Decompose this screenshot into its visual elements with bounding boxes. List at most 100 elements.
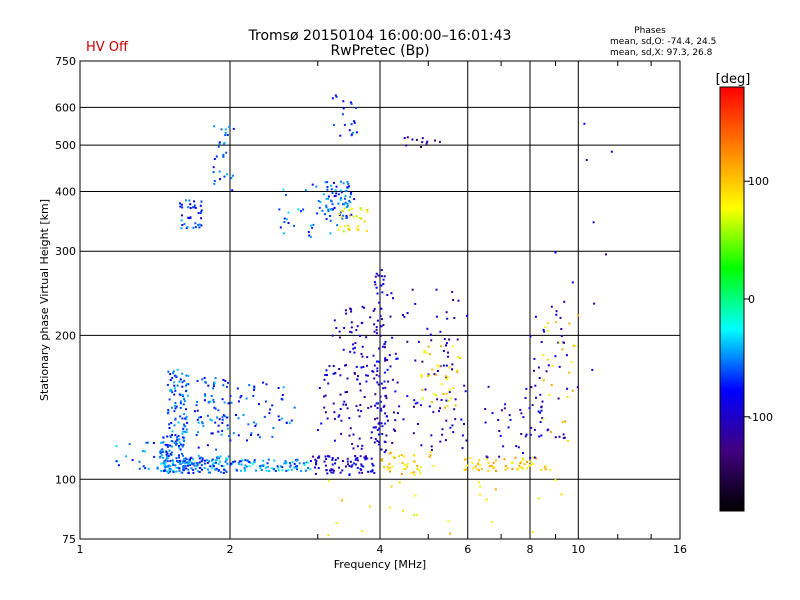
data-point (520, 412, 523, 415)
data-point (147, 467, 150, 470)
data-point (214, 377, 217, 380)
data-point (170, 421, 173, 424)
data-point (282, 188, 285, 191)
data-point (325, 469, 328, 471)
data-point (297, 208, 300, 211)
data-point (487, 461, 490, 464)
data-point (373, 441, 376, 444)
data-point (314, 458, 317, 461)
data-point (370, 405, 373, 408)
data-point (215, 448, 218, 451)
data-point (171, 433, 173, 436)
data-point (168, 467, 171, 470)
data-point (490, 464, 493, 467)
data-point (183, 379, 186, 382)
data-point (542, 379, 545, 382)
data-point (213, 382, 216, 385)
data-point (411, 288, 414, 291)
data-point (356, 378, 359, 381)
data-point (224, 132, 227, 134)
data-point (179, 402, 182, 405)
data-point (249, 461, 252, 464)
data-point (377, 383, 380, 386)
data-point (380, 448, 383, 451)
data-point (178, 454, 180, 457)
data-point (287, 211, 290, 214)
data-point (174, 440, 177, 443)
data-point (398, 405, 401, 408)
data-point (464, 390, 467, 393)
data-point (403, 137, 406, 139)
data-point (253, 386, 256, 389)
data-point (412, 432, 415, 435)
data-point (350, 134, 353, 137)
data-point (340, 419, 343, 422)
colorbar-ticks: 100 0 -100 (744, 175, 773, 424)
data-point (203, 377, 206, 379)
data-point (384, 340, 387, 343)
data-point (454, 398, 457, 401)
data-point (187, 374, 190, 377)
data-point (169, 388, 172, 391)
data-point (212, 465, 215, 468)
data-point (213, 158, 216, 160)
data-point (237, 400, 240, 403)
data-point (187, 463, 190, 465)
data-point (202, 425, 205, 428)
data-point (284, 460, 287, 463)
data-point (359, 382, 361, 385)
data-point (353, 346, 356, 349)
data-point (327, 534, 330, 537)
data-point (417, 340, 420, 343)
data-point (394, 390, 397, 393)
data-point (195, 464, 198, 467)
data-point (382, 278, 385, 281)
data-point (186, 461, 189, 464)
data-point (454, 404, 457, 407)
data-point (376, 370, 379, 373)
data-point (222, 378, 225, 381)
data-point (529, 456, 532, 459)
data-point (346, 204, 349, 207)
data-point (231, 189, 234, 192)
data-point (366, 210, 369, 213)
data-point (378, 443, 381, 446)
data-point (344, 201, 347, 204)
data-point (212, 398, 215, 401)
colorbar-tick-label: 0 (748, 293, 755, 306)
data-point (565, 354, 568, 357)
data-point (451, 368, 454, 371)
data-point (325, 206, 328, 209)
data-point (438, 140, 441, 143)
x-axis-ticks: 1 2 4 6 8 10 16 (77, 543, 688, 556)
data-point (451, 345, 454, 348)
data-point (218, 460, 221, 463)
data-point (187, 383, 190, 386)
data-point (207, 468, 209, 471)
data-point (529, 335, 532, 338)
data-point (337, 415, 340, 418)
data-point (379, 315, 382, 317)
data-point (325, 197, 328, 200)
y-tick-label: 600 (55, 101, 76, 114)
data-point (324, 464, 327, 467)
data-point (314, 472, 317, 475)
data-point (182, 465, 185, 467)
data-point (374, 283, 377, 286)
data-point (395, 357, 398, 360)
data-point (342, 107, 345, 110)
data-point (359, 334, 361, 337)
data-point (196, 461, 198, 464)
data-point (165, 455, 168, 458)
data-point (382, 387, 385, 390)
data-point (211, 467, 214, 470)
data-point (538, 377, 541, 379)
data-point (221, 429, 224, 432)
data-point (451, 290, 454, 293)
data-point (171, 445, 173, 448)
data-point (346, 377, 349, 380)
data-point (561, 421, 564, 424)
data-point (263, 415, 266, 418)
data-point (278, 419, 281, 421)
data-point (456, 369, 459, 372)
